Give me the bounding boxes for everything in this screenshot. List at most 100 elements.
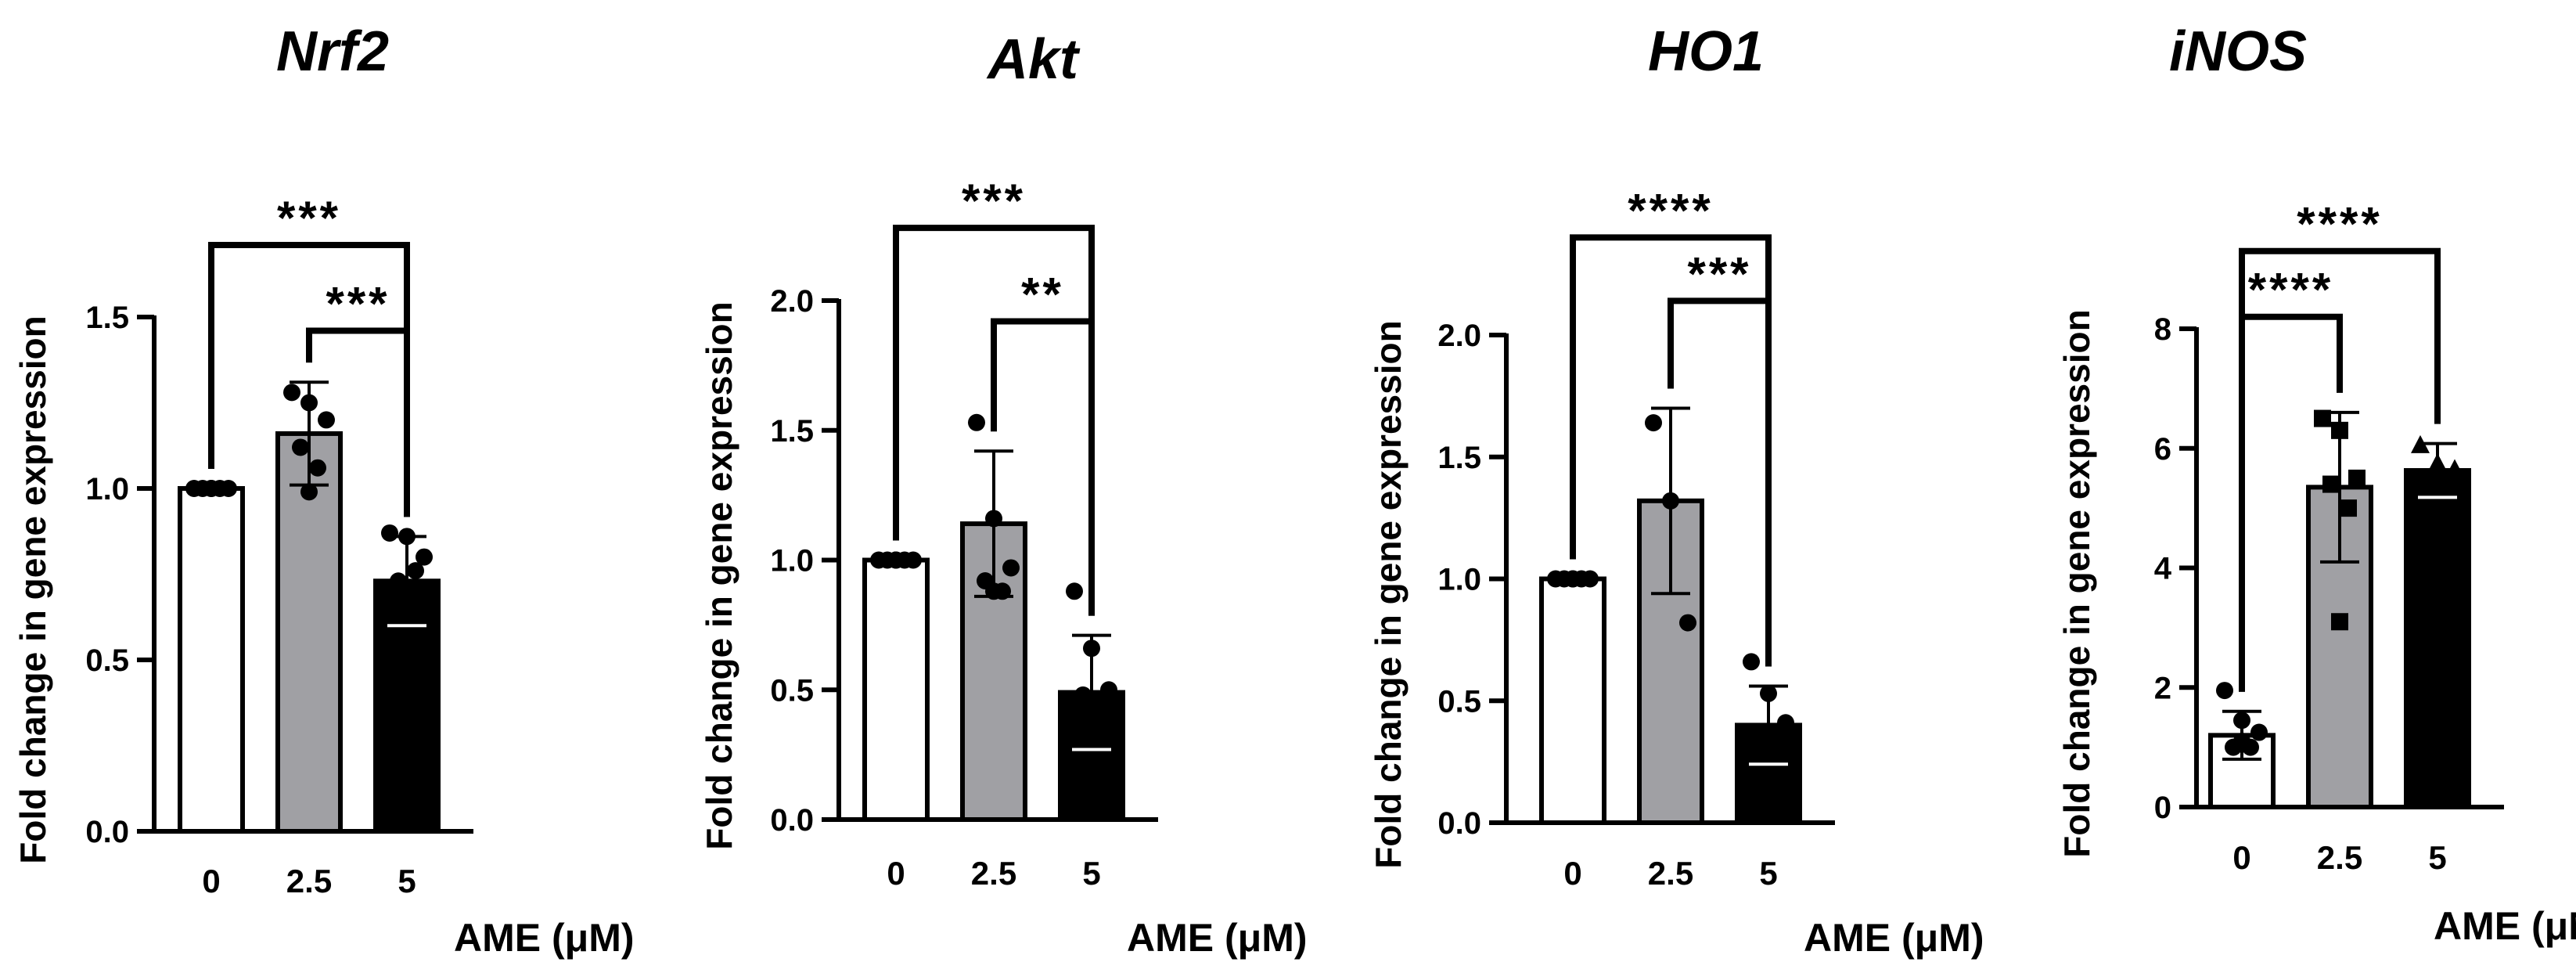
significance-label: ** bbox=[1021, 268, 1064, 321]
y-tick-label: 0.0 bbox=[770, 803, 814, 838]
data-point bbox=[985, 582, 1002, 600]
data-point bbox=[968, 413, 985, 431]
y-axis-label: Fold change in gene expression bbox=[699, 301, 739, 849]
bar bbox=[2404, 468, 2471, 809]
data-point bbox=[2331, 613, 2348, 631]
x-tick-label: 0 bbox=[1563, 855, 1581, 892]
y-tick-label: 6 bbox=[2154, 432, 2171, 467]
x-axis-label: AME (μM) bbox=[1127, 916, 1308, 960]
x-tick-label: 2.5 bbox=[1648, 855, 1693, 892]
x-tick-label: 0 bbox=[2232, 839, 2250, 876]
x-tick-label: 0 bbox=[202, 863, 220, 899]
data-point bbox=[1083, 640, 1100, 658]
data-point bbox=[398, 528, 416, 546]
y-tick-label: 2 bbox=[2154, 671, 2171, 705]
y-tick-label: 1.5 bbox=[1437, 441, 1481, 475]
significance-label: **** bbox=[2248, 264, 2333, 316]
y-tick-label: 1.0 bbox=[1437, 563, 1481, 597]
x-tick-label: 5 bbox=[1082, 855, 1100, 892]
data-point bbox=[2411, 434, 2430, 453]
data-point bbox=[390, 572, 407, 590]
x-axis-label: AME (μM) bbox=[2434, 904, 2576, 948]
significance-label: **** bbox=[1628, 184, 1713, 236]
y-tick-label: 1.0 bbox=[85, 472, 129, 506]
y-tick-label: 2.0 bbox=[1437, 319, 1481, 353]
y-axis-label: Fold change in gene expression bbox=[13, 315, 53, 863]
data-point bbox=[2250, 723, 2268, 741]
data-point bbox=[318, 411, 335, 429]
data-point bbox=[2445, 459, 2464, 477]
x-tick-label: 2.5 bbox=[286, 863, 332, 899]
bar bbox=[1539, 576, 1606, 825]
data-point bbox=[2216, 682, 2233, 700]
x-axis-label: AME (μM) bbox=[454, 916, 635, 960]
data-point bbox=[1002, 559, 1020, 577]
x-tick-label: 5 bbox=[1759, 855, 1777, 892]
data-point bbox=[2322, 475, 2340, 493]
y-tick-label: 1.0 bbox=[770, 544, 814, 578]
x-axis-label: AME (μM) bbox=[1804, 916, 1984, 960]
data-point bbox=[887, 551, 905, 569]
significance-bracket bbox=[1668, 297, 1772, 667]
data-point bbox=[300, 394, 318, 412]
y-tick-label: 4 bbox=[2154, 552, 2172, 586]
data-point bbox=[2348, 469, 2366, 487]
data-point bbox=[416, 548, 433, 566]
y-tick-label: 0.5 bbox=[85, 643, 129, 678]
data-point bbox=[283, 384, 300, 402]
data-point bbox=[1645, 414, 1662, 432]
data-point bbox=[1066, 582, 1083, 600]
significance-label: *** bbox=[277, 192, 341, 244]
data-point bbox=[1564, 570, 1581, 588]
data-point bbox=[1760, 684, 1777, 702]
bar bbox=[178, 486, 245, 834]
data-point bbox=[300, 483, 318, 501]
y-tick-label: 8 bbox=[2154, 312, 2171, 347]
data-point bbox=[1743, 653, 1760, 671]
y-tick-label: 1.5 bbox=[85, 301, 129, 335]
data-point bbox=[2419, 467, 2438, 486]
significance-label: **** bbox=[2297, 198, 2382, 250]
data-point bbox=[407, 562, 424, 580]
data-point bbox=[309, 459, 326, 477]
y-tick-label: 1.5 bbox=[770, 414, 814, 449]
x-tick-label: 2.5 bbox=[2317, 839, 2362, 876]
x-tick-label: 5 bbox=[398, 863, 416, 899]
y-tick-label: 0.0 bbox=[1437, 806, 1481, 841]
chart-title: iNOS bbox=[2169, 20, 2307, 83]
data-point bbox=[2340, 499, 2357, 517]
chart-title: Akt bbox=[986, 28, 1081, 91]
data-point bbox=[381, 524, 398, 542]
y-tick-label: 2.0 bbox=[770, 284, 814, 319]
y-tick-label: 0 bbox=[2154, 791, 2171, 825]
data-point bbox=[1751, 726, 1768, 744]
data-point bbox=[2428, 452, 2447, 471]
chart-inos: iNOS Fold change in gene expression AME (μ… bbox=[2056, 20, 2576, 948]
chart-title: Nrf2 bbox=[276, 20, 389, 83]
y-tick-label: 0.0 bbox=[85, 815, 129, 849]
y-axis-label: Fold change in gene expression bbox=[1368, 320, 1409, 868]
significance-bracket bbox=[2239, 313, 2343, 692]
data-point bbox=[1679, 614, 1696, 632]
y-tick-label: 0.5 bbox=[1437, 684, 1481, 719]
data-point bbox=[1074, 686, 1092, 704]
data-point bbox=[2314, 409, 2331, 427]
x-tick-label: 5 bbox=[2428, 839, 2446, 876]
data-point bbox=[1100, 681, 1117, 699]
data-point bbox=[1777, 714, 1794, 732]
significance-label: *** bbox=[962, 175, 1026, 227]
chart-ho1: HO1 Fold change in gene expression AME (μM… bbox=[1368, 20, 1984, 960]
y-tick-label: 0.5 bbox=[770, 673, 814, 708]
data-point bbox=[292, 438, 309, 456]
chart-title: HO1 bbox=[1648, 20, 1764, 83]
significance-bracket bbox=[306, 327, 410, 517]
data-point bbox=[1662, 492, 1679, 510]
y-axis-label: Fold change in gene expression bbox=[2056, 309, 2097, 857]
data-point bbox=[2233, 712, 2250, 730]
chart-akt: Akt Fold change in gene expression AME (μM… bbox=[699, 28, 1308, 960]
significance-bracket bbox=[991, 318, 1095, 616]
data-point bbox=[985, 510, 1002, 528]
bar bbox=[862, 557, 930, 822]
data-point bbox=[2331, 421, 2348, 439]
